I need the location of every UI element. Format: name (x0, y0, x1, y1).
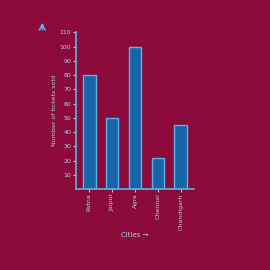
Bar (106, 118, 119, 189)
X-axis label: Cities →: Cities → (121, 232, 149, 238)
Bar (151, 158, 164, 189)
Bar (129, 47, 141, 189)
Bar (83, 75, 96, 189)
Bar (174, 125, 187, 189)
Y-axis label: Number of tickets sold: Number of tickets sold (52, 75, 57, 146)
